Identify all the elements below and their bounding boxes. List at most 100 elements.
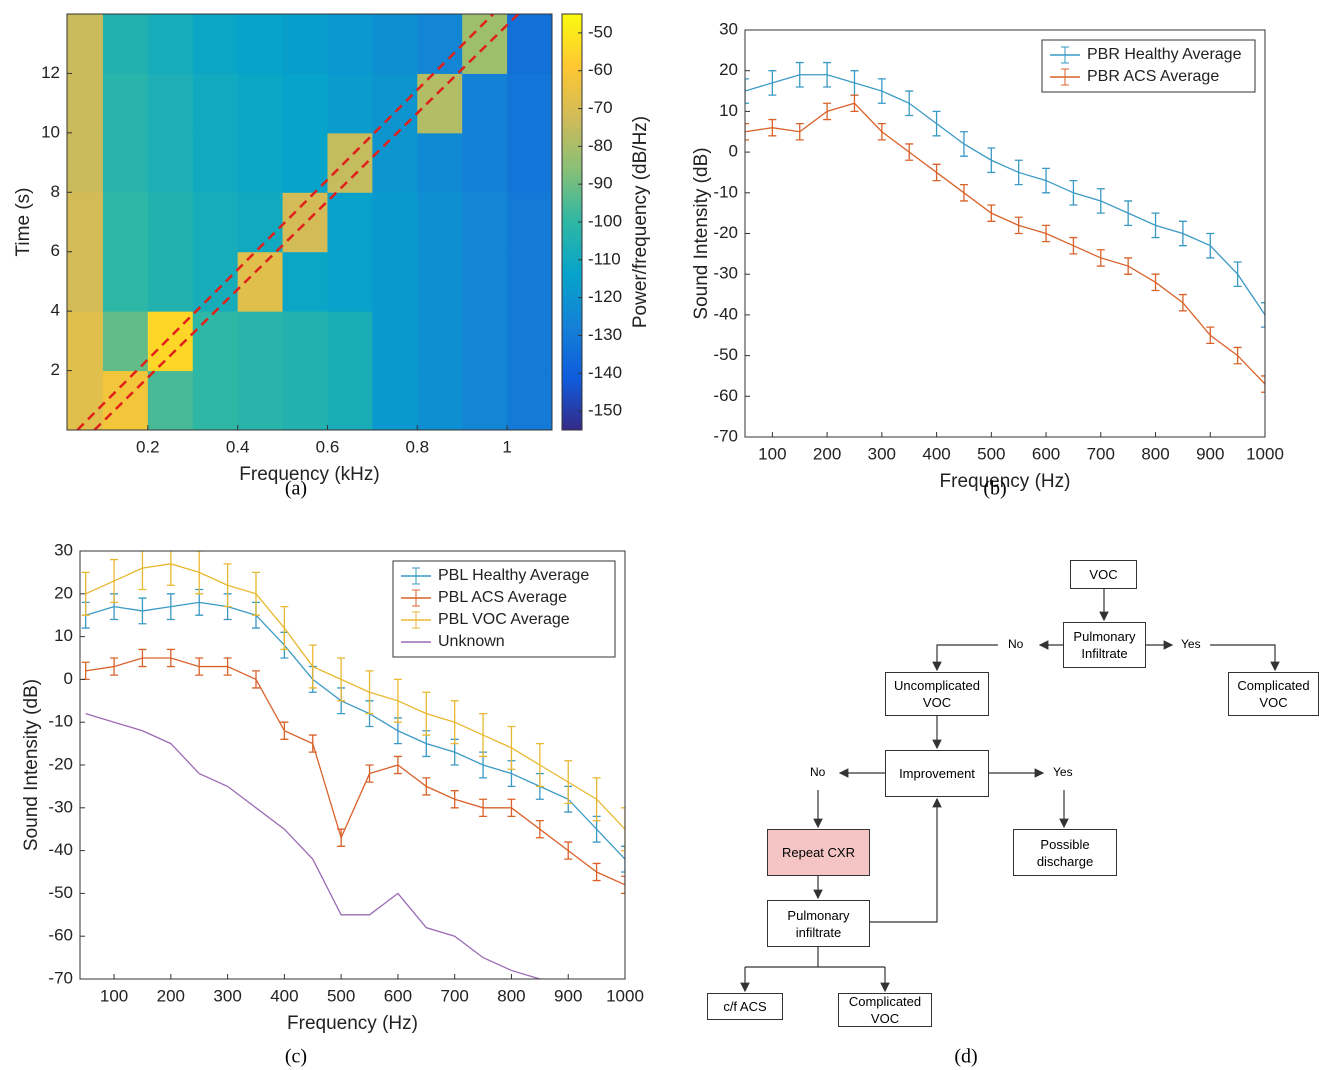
heat-cell [147, 73, 194, 134]
y-tick-label: -40 [48, 840, 73, 859]
error-bar [877, 78, 886, 104]
y-tick-label: -10 [48, 712, 73, 731]
error-bar [1178, 220, 1187, 247]
heat-cell [507, 370, 552, 430]
error-bar [535, 819, 544, 839]
heat-cell [462, 251, 508, 312]
y-tick-label: 20 [54, 583, 73, 602]
flow-node: Possible discharge [1013, 829, 1117, 876]
y-tick-label: 10 [54, 626, 73, 645]
error-bar [987, 147, 996, 174]
x-tick-label: 800 [1141, 444, 1169, 463]
colorbar-tick-label: -120 [588, 287, 622, 306]
error-bar [1069, 179, 1078, 206]
legend-swatch [1061, 46, 1069, 64]
y-tick-label: 0 [729, 142, 738, 161]
y-tick-label: 10 [719, 101, 738, 120]
flow-node: Complicated VOC [838, 993, 932, 1027]
heat-cell [102, 192, 149, 253]
heat-cell [192, 192, 239, 253]
colorbar-tick-label: -60 [588, 60, 613, 79]
error-bar [745, 78, 749, 104]
heat-cell [417, 251, 463, 312]
legend-label: PBL VOC Average [438, 611, 570, 628]
error-bar [138, 648, 147, 668]
error-bar [393, 678, 402, 723]
heat-cell [417, 192, 463, 253]
y-tick-label: 12 [41, 63, 60, 82]
x-tick-label: 900 [554, 986, 582, 1005]
error-bar [1178, 293, 1187, 312]
heat-cell [462, 370, 508, 430]
flow-arrows [740, 589, 1280, 993]
heat-cell [372, 370, 418, 430]
heat-cell [237, 73, 284, 134]
error-bar [959, 131, 968, 157]
y-axis-title: Time (s) [13, 188, 34, 257]
edge-label: Yes [1181, 637, 1201, 651]
heat-cell [67, 251, 104, 312]
error-bar [795, 61, 804, 88]
colorbar-tick-label: -110 [588, 249, 621, 268]
x-tick-label: 900 [1196, 444, 1224, 463]
heat-cell [327, 14, 373, 74]
error-bar [745, 122, 749, 141]
x-axis-title: Frequency (kHz) [239, 464, 379, 485]
x-tick-label: 600 [1032, 444, 1060, 463]
edge-label: No [810, 765, 826, 779]
error-bar [1151, 212, 1160, 239]
x-tick-label: 400 [922, 444, 950, 463]
series-line [85, 657, 625, 886]
error-bar [393, 755, 402, 775]
error-bar [365, 670, 374, 715]
flow-node: Complicated VOC [1228, 672, 1319, 716]
colorbar-tick-label: -130 [588, 325, 622, 344]
y-tick-label: 0 [64, 669, 73, 688]
y-axis-title: Sound Intensity (dB) [691, 147, 712, 319]
legend-swatch [412, 589, 420, 607]
colorbar-tick-label: -140 [588, 363, 622, 382]
error-bar [564, 760, 573, 805]
heat-cell [67, 370, 104, 430]
error-bar [195, 551, 204, 595]
series-line [85, 713, 541, 979]
flow-node: Uncomplicated VOC [885, 672, 989, 716]
error-bar [365, 764, 374, 783]
y-tick-label: -60 [713, 386, 738, 405]
x-tick-label: 200 [157, 986, 185, 1005]
legend-box [392, 560, 616, 658]
heat-cell [147, 14, 194, 74]
flow-node: Pulmonary infiltrate [767, 900, 870, 947]
error-bar [823, 102, 832, 121]
plot-area [81, 551, 625, 979]
plot-area [745, 61, 1265, 393]
heat-cell [67, 73, 104, 134]
x-tick-label: 500 [977, 444, 1005, 463]
error-bar [1151, 273, 1160, 292]
error-bar [251, 571, 260, 616]
heat-cell [282, 311, 328, 372]
flow-node: c/f ACS [707, 993, 783, 1020]
heat-cell [192, 14, 239, 74]
heat-cell [237, 192, 284, 253]
y-tick-label: -50 [48, 883, 73, 902]
error-bar [166, 648, 175, 668]
error-bar [1261, 375, 1265, 393]
legend-label: Unknown [438, 633, 505, 650]
y-axis-title: Sound Intensity (dB) [21, 679, 42, 851]
error-bar [959, 184, 968, 202]
heat-cell [67, 192, 104, 253]
heat-cell [102, 251, 149, 312]
error-bar [337, 657, 346, 702]
heat-cell [327, 73, 373, 134]
error-bar [1124, 200, 1133, 227]
error-bar [251, 670, 260, 689]
y-tick-label: 6 [51, 241, 60, 260]
x-tick-label: 700 [1087, 444, 1115, 463]
heat-cell [417, 370, 463, 430]
x-tick-label: 400 [270, 986, 298, 1005]
y-tick-label: 30 [54, 540, 73, 559]
x-tick-label: 1000 [1246, 444, 1284, 463]
error-bar [905, 90, 914, 117]
